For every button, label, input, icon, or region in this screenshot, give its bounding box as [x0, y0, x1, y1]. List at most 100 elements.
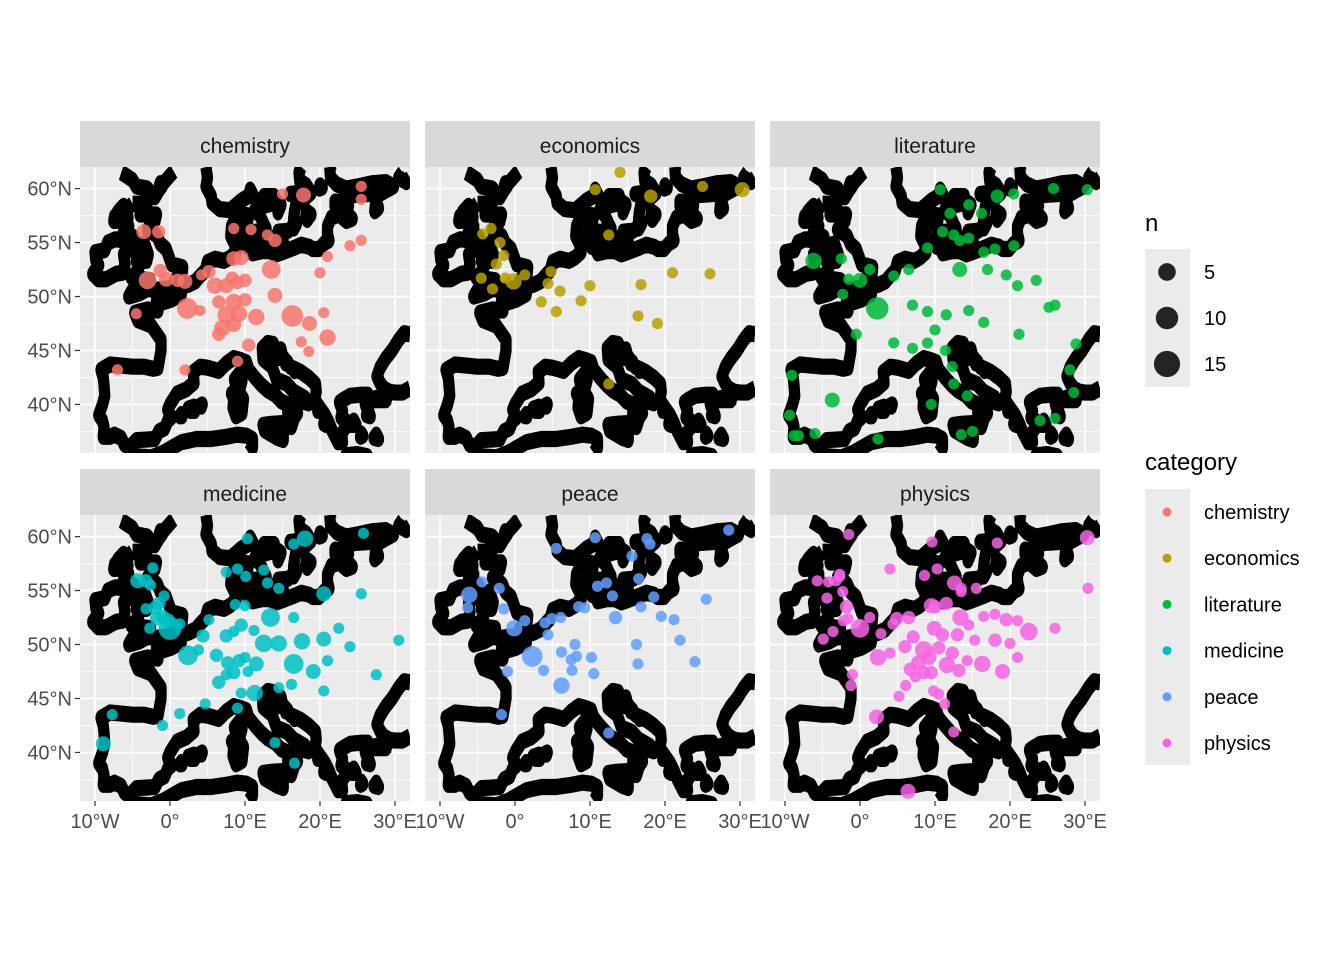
- data-point: [179, 364, 191, 376]
- data-point: [839, 600, 854, 614]
- data-point: [228, 222, 240, 235]
- data-point: [231, 563, 244, 575]
- data-point: [174, 618, 186, 630]
- data-point: [632, 658, 644, 670]
- data-point: [495, 709, 508, 721]
- data-point: [261, 260, 281, 279]
- x-tick-label: 20°E: [988, 811, 1032, 833]
- data-point: [176, 298, 198, 319]
- data-point: [138, 271, 157, 290]
- data-point: [837, 615, 850, 627]
- data-point: [1019, 622, 1038, 641]
- facet-strip: [770, 469, 1100, 515]
- data-point: [589, 532, 601, 544]
- data-point: [158, 590, 170, 602]
- data-point: [940, 309, 952, 321]
- data-point: [921, 242, 934, 254]
- data-point: [644, 189, 658, 203]
- data-point: [805, 252, 822, 270]
- data-point: [209, 648, 224, 662]
- data-point: [461, 586, 478, 604]
- data-point: [931, 563, 943, 575]
- y-tick-label: 45°N: [27, 688, 72, 710]
- y-tick-label: 40°N: [27, 394, 72, 416]
- data-point: [837, 586, 849, 598]
- data-point: [1081, 184, 1093, 196]
- data-point: [939, 698, 951, 710]
- data-point: [220, 566, 232, 578]
- data-point: [318, 685, 330, 697]
- data-point: [978, 246, 990, 258]
- size-legend-label: 5: [1204, 262, 1215, 284]
- data-point: [945, 646, 959, 660]
- size-legend-key: [1155, 306, 1179, 330]
- data-point: [550, 306, 562, 318]
- data-point: [344, 641, 356, 653]
- data-point: [963, 232, 975, 244]
- data-point: [939, 344, 952, 357]
- data-point: [928, 600, 942, 614]
- data-point: [152, 225, 166, 239]
- data-point: [261, 229, 274, 241]
- data-point: [843, 273, 855, 285]
- data-point: [926, 536, 938, 548]
- data-point: [989, 243, 1001, 255]
- data-point: [288, 538, 300, 550]
- data-point: [900, 783, 916, 799]
- facet-strip-label: literature: [894, 135, 976, 158]
- data-point: [555, 646, 568, 658]
- data-point: [961, 655, 973, 667]
- data-point: [240, 570, 252, 583]
- data-point: [221, 656, 235, 670]
- data-point: [258, 564, 270, 576]
- data-point: [212, 327, 226, 341]
- data-point: [668, 614, 680, 626]
- data-point: [978, 610, 990, 623]
- data-point: [554, 285, 566, 297]
- data-point: [212, 295, 226, 309]
- data-point: [212, 675, 226, 689]
- data-point: [902, 610, 916, 625]
- data-point: [963, 199, 975, 211]
- data-point: [700, 593, 712, 605]
- size-legend-key: [1158, 263, 1176, 281]
- data-point: [966, 425, 979, 438]
- data-point: [393, 634, 405, 646]
- data-point: [506, 620, 523, 637]
- data-point: [490, 258, 502, 270]
- data-point: [1011, 280, 1024, 292]
- data-point: [906, 299, 919, 311]
- color-legend-label: peace: [1204, 687, 1259, 709]
- y-tick-label: 60°N: [27, 527, 72, 549]
- data-point: [868, 709, 885, 725]
- color-legend-label: economics: [1204, 548, 1300, 570]
- legends: n 5 10 15 category chemistry economics literatu…: [1145, 210, 1300, 765]
- data-point: [195, 269, 208, 281]
- data-point: [936, 226, 949, 238]
- data-point: [140, 603, 152, 615]
- data-point: [600, 577, 613, 589]
- data-point: [834, 568, 846, 580]
- data-point: [288, 611, 300, 624]
- data-point: [521, 646, 543, 667]
- data-point: [269, 737, 281, 749]
- data-point: [494, 236, 506, 249]
- data-point: [281, 305, 304, 327]
- color-legend-key: [1162, 553, 1172, 563]
- data-point: [1013, 328, 1025, 340]
- x-tick-label: 30°E: [1063, 811, 1107, 833]
- data-point: [952, 262, 968, 278]
- data-point: [948, 378, 960, 390]
- data-point: [994, 663, 1011, 679]
- data-point: [734, 182, 750, 198]
- data-point: [884, 647, 896, 659]
- facet-strip: [80, 469, 410, 515]
- x-tick-label: 10°W: [70, 811, 119, 833]
- data-point: [229, 598, 241, 611]
- data-point: [106, 709, 118, 721]
- data-point: [230, 275, 245, 290]
- size-legend-title: n: [1145, 210, 1158, 237]
- x-tick-label: 0°: [850, 811, 869, 833]
- color-legend-title: category: [1145, 449, 1237, 476]
- data-point: [144, 622, 156, 634]
